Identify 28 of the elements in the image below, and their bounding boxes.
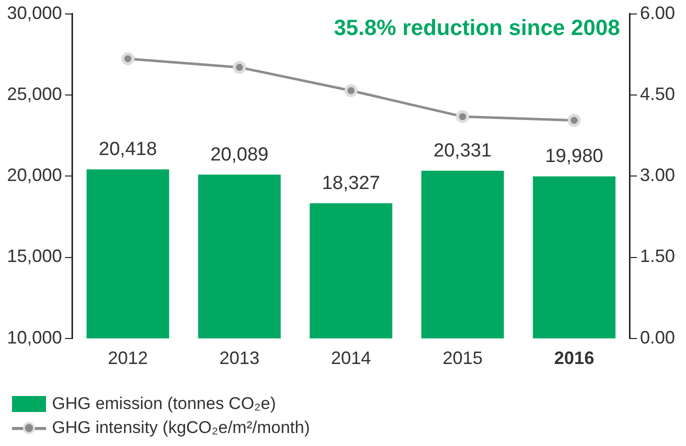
data-label: 20,331 xyxy=(434,140,492,162)
y-tick-label: 25,000 xyxy=(6,84,62,104)
data-label: 18,327 xyxy=(322,172,380,194)
annotation: 35.8% reduction since 2008 xyxy=(334,14,620,40)
x-tick-label: 2015 xyxy=(442,348,483,368)
y-tick-label: 20,000 xyxy=(6,165,62,186)
y-tick-label: 10,000 xyxy=(6,327,62,348)
y-tick-label: 30,000 xyxy=(6,2,62,23)
point xyxy=(232,60,246,74)
y2-tick-label: 6.00 xyxy=(640,2,676,23)
point xyxy=(344,84,358,98)
y2-tick-label: 4.50 xyxy=(640,84,676,104)
data-label: 20,089 xyxy=(210,144,268,166)
y-tick-label: 15,000 xyxy=(6,246,62,266)
y2-tick-label: 0.00 xyxy=(640,327,676,348)
x-tick-label: 2014 xyxy=(330,348,372,368)
point xyxy=(121,52,134,66)
data-label: 20,418 xyxy=(98,139,157,160)
x-tick-label: 2013 xyxy=(219,348,260,368)
point xyxy=(568,114,581,127)
y2-tick-label: 3.00 xyxy=(640,165,676,186)
data-label: 19,980 xyxy=(545,146,604,168)
x-tick-label: 2016 xyxy=(554,348,594,368)
point xyxy=(456,110,470,124)
legend-label: GHG intensity (kgCO₂e/m²/month) xyxy=(52,418,310,438)
legend-label: GHG emission (tonnes CO₂e) xyxy=(52,394,276,414)
x-tick-label: 2012 xyxy=(108,348,148,368)
y2-tick-label: 1.50 xyxy=(640,246,676,266)
